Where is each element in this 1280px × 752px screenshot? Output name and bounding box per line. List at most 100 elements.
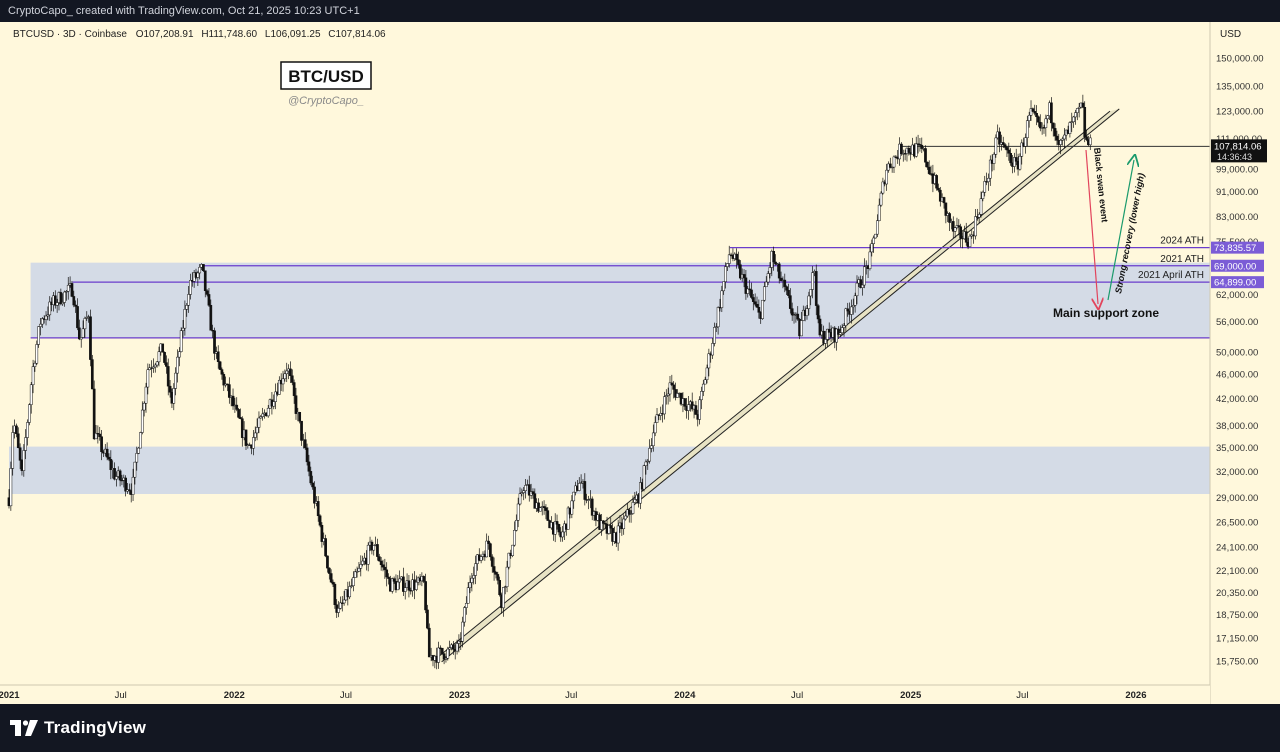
candle: [353, 568, 357, 578]
candle-body: [46, 314, 50, 317]
candle: [479, 555, 483, 564]
candle: [714, 323, 718, 333]
symbol-info: BTCUSD · 3D · Coinbase O107,208.91 H111,…: [13, 29, 386, 40]
candle: [105, 442, 109, 461]
candle-body: [846, 308, 850, 312]
candle: [94, 425, 98, 440]
candle: [818, 315, 822, 337]
time-axis-panel[interactable]: [0, 685, 1210, 704]
candle-body: [337, 608, 340, 613]
candle: [544, 504, 548, 520]
candle-body: [850, 306, 853, 315]
candle: [553, 513, 557, 543]
price-tag-2024-ath: 73,835.57: [1211, 241, 1264, 254]
candle-body: [257, 417, 261, 428]
candle: [766, 271, 770, 286]
candle: [307, 454, 311, 477]
candle: [1068, 121, 1072, 138]
candle-body: [633, 499, 637, 503]
candle: [196, 270, 200, 287]
candle-body: [707, 353, 711, 369]
candle-body: [629, 513, 633, 515]
candle: [377, 553, 381, 562]
candle: [842, 323, 846, 337]
candle-body: [168, 385, 172, 393]
candle-body: [161, 343, 165, 353]
candle: [181, 320, 185, 338]
candle: [240, 416, 244, 447]
candle: [1001, 136, 1005, 148]
candle: [252, 430, 255, 456]
candle: [727, 245, 731, 268]
candle: [924, 145, 927, 168]
candle-body: [853, 295, 857, 306]
candle-body: [313, 486, 316, 504]
price-axis-panel[interactable]: [1210, 22, 1280, 704]
candle: [746, 285, 750, 298]
candle-body: [531, 491, 535, 494]
candle-body: [11, 432, 15, 469]
candle: [651, 424, 655, 452]
trend-channel-upper-line[interactable]: [433, 110, 1111, 661]
candle-body: [140, 409, 144, 433]
candle: [146, 363, 150, 395]
candle-body: [557, 524, 561, 533]
y-tick-label: 91,000.00: [1216, 187, 1258, 198]
candle-body: [174, 372, 177, 389]
candle: [179, 327, 183, 353]
candle: [788, 288, 792, 314]
candle-body: [470, 577, 474, 583]
candle-body: [492, 566, 496, 573]
candle: [381, 559, 385, 572]
candle: [472, 566, 476, 585]
candle: [70, 281, 74, 298]
candle-body: [875, 220, 879, 235]
candle: [427, 623, 431, 658]
candle: [48, 296, 52, 321]
candle-body: [85, 317, 89, 319]
chart-area[interactable]: 2024 ATH 2021 ATH 2021 April ATH Black swa…: [0, 22, 1280, 704]
candle-body: [983, 181, 987, 193]
candle-body: [716, 307, 720, 328]
candle-body: [78, 327, 81, 340]
candle-body: [55, 302, 59, 306]
candle: [735, 248, 738, 269]
candle-body: [792, 314, 796, 316]
candle-body: [822, 330, 826, 344]
candle-body: [272, 401, 276, 407]
candle: [639, 477, 642, 510]
candle-body: [244, 429, 248, 446]
candle-body: [479, 556, 483, 561]
candle: [1070, 112, 1074, 132]
candle-body: [414, 581, 418, 590]
candle: [942, 196, 946, 209]
candle: [437, 641, 440, 669]
candle: [1014, 148, 1018, 166]
candle-body: [398, 578, 402, 583]
chart-author: @CryptoCapo_: [288, 95, 364, 107]
candle: [144, 382, 148, 413]
tradingview-logo[interactable]: TradingView: [10, 718, 146, 738]
candle-body: [424, 581, 427, 611]
candle: [1074, 109, 1077, 125]
symbol-line: BTCUSD · 3D · Coinbase: [13, 29, 127, 40]
candle-body: [877, 204, 881, 221]
candle: [213, 327, 216, 361]
candle-body: [944, 202, 948, 216]
trend-channel-lower-line[interactable]: [441, 108, 1120, 663]
candle: [700, 386, 703, 410]
candle: [683, 398, 687, 411]
y-tick-label: 150,000.00: [1216, 54, 1264, 65]
candle: [570, 495, 574, 519]
price-chart[interactable]: 2024 ATH 2021 ATH 2021 April ATH Black swa…: [0, 22, 1280, 704]
candle-body: [590, 498, 594, 516]
candle-body: [520, 492, 524, 494]
candle: [78, 319, 81, 341]
candle-body: [925, 161, 929, 168]
candle-body: [616, 525, 620, 544]
candle-body: [888, 163, 892, 168]
candle-body: [979, 198, 983, 215]
candle: [135, 446, 139, 471]
candle: [266, 405, 270, 418]
main-support-label: Main support zone: [1053, 306, 1159, 320]
